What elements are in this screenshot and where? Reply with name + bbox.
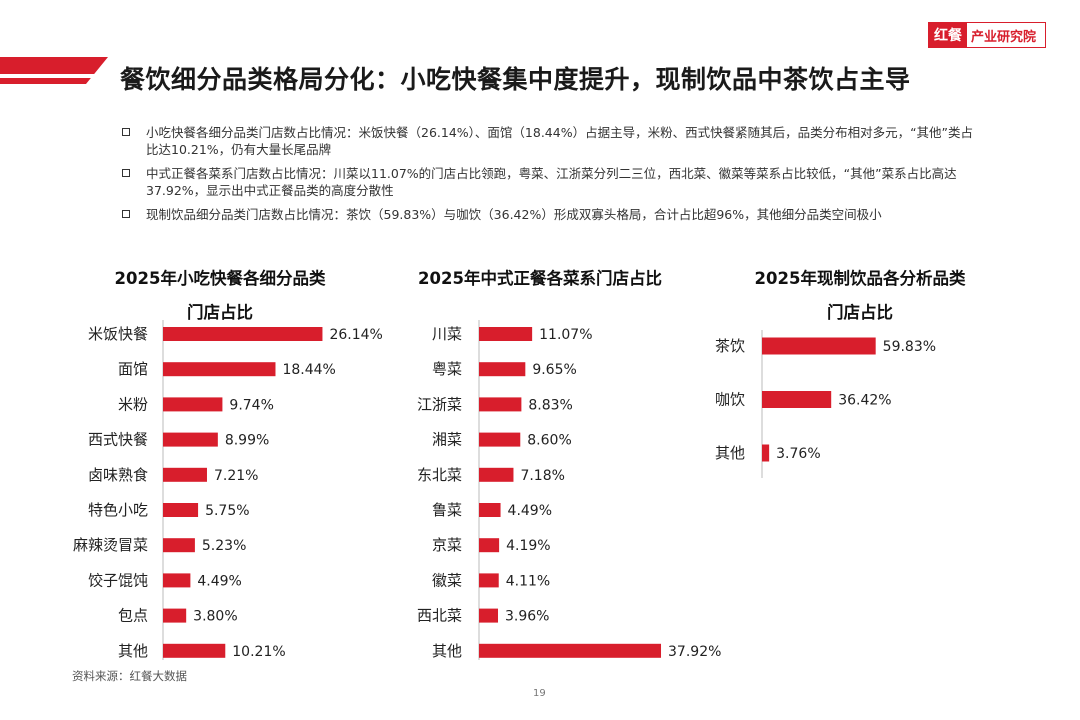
data-label: 5.75% <box>205 503 249 519</box>
page-number: 19 <box>533 688 546 699</box>
category-label: 粤菜 <box>432 360 462 378</box>
logo-mark: 红餐 <box>929 23 967 47</box>
bar <box>762 391 832 408</box>
category-label: 咖饮 <box>715 391 745 409</box>
bar <box>479 503 501 517</box>
bar <box>163 538 195 553</box>
category-label: 饺子馄饨 <box>88 571 148 589</box>
category-label: 徽菜 <box>432 571 462 589</box>
bar <box>163 397 223 412</box>
bar <box>479 397 522 412</box>
data-label: 11.07% <box>539 327 592 343</box>
bullet-item: 中式正餐各菜系门店数占比情况：川菜以11.07%的门店占比领跑，粤菜、江浙菜分列… <box>122 165 982 199</box>
category-label: 其他 <box>715 444 745 462</box>
data-label: 18.44% <box>282 362 335 378</box>
category-label: 其他 <box>118 642 148 660</box>
data-label: 9.74% <box>229 397 273 413</box>
header-accent-band <box>0 57 108 84</box>
data-label: 4.19% <box>506 538 550 554</box>
bar <box>163 327 323 341</box>
category-label: 特色小吃 <box>88 501 148 519</box>
data-label: 4.49% <box>508 503 552 519</box>
category-label: 鲁菜 <box>432 501 462 519</box>
data-label: 9.65% <box>532 362 576 378</box>
category-label: 西北菜 <box>417 607 462 625</box>
brand-logo: 红餐 产业研究院 <box>928 22 1046 48</box>
bar <box>163 467 207 482</box>
chart-title-line: 门店占比 <box>187 303 253 322</box>
data-label: 36.42% <box>838 393 891 409</box>
bullet-text: 小吃快餐各细分品类门店数占比情况：米饭快餐（26.14%）、面馆（18.44%）… <box>146 125 974 157</box>
category-label: 江浙菜 <box>417 395 462 413</box>
category-label: 麻辣烫冒菜 <box>73 536 148 554</box>
category-label: 西式快餐 <box>88 431 148 449</box>
bar <box>479 467 514 482</box>
bar <box>479 608 499 623</box>
square-bullet-icon <box>122 210 130 218</box>
bullet-text: 现制饮品细分品类门店数占比情况：茶饮（59.83%）与咖饮（36.42%）形成双… <box>146 207 882 222</box>
category-label: 京菜 <box>432 536 462 554</box>
summary-bullets: 小吃快餐各细分品类门店数占比情况：米饭快餐（26.14%）、面馆（18.44%）… <box>122 124 982 230</box>
chart-title-line: 2025年现制饮品各分析品类 <box>754 269 966 288</box>
bar <box>479 327 533 341</box>
bullet-text: 中式正餐各菜系门店数占比情况：川菜以11.07%的门店占比领跑，粤菜、江浙菜分列… <box>146 166 957 198</box>
category-label: 米饭快餐 <box>88 325 148 343</box>
data-label: 4.11% <box>506 573 550 589</box>
data-label: 59.83% <box>883 339 936 355</box>
data-label: 8.99% <box>225 433 269 449</box>
data-label: 3.76% <box>776 446 820 462</box>
chart-title-drinks: 2025年现制饮品各分析品类 门店占比 <box>725 264 995 328</box>
data-label: 3.96% <box>505 609 549 625</box>
bar <box>163 608 187 623</box>
data-label: 7.21% <box>214 468 258 484</box>
category-label: 湘菜 <box>432 431 462 449</box>
category-label: 茶饮 <box>715 337 745 355</box>
data-label: 5.23% <box>202 538 246 554</box>
data-label: 10.21% <box>232 644 285 660</box>
data-label: 26.14% <box>329 327 382 343</box>
bar <box>479 362 526 377</box>
category-label: 其他 <box>432 642 462 660</box>
chart-title-snack: 2025年小吃快餐各细分品类 门店占比 <box>80 264 360 328</box>
bar <box>762 337 876 355</box>
bar <box>479 432 521 447</box>
bullet-item: 现制饮品细分品类门店数占比情况：茶饮（59.83%）与咖饮（36.42%）形成双… <box>122 206 982 223</box>
category-label: 东北菜 <box>417 466 462 484</box>
page-title: 餐饮细分品类格局分化：小吃快餐集中度提升，现制饮品中茶饮占主导 <box>120 65 911 94</box>
chart-title-line: 2025年中式正餐各菜系门店占比 <box>418 269 662 288</box>
bar <box>163 573 191 588</box>
data-label: 4.49% <box>197 573 241 589</box>
chart-title-line: 2025年小吃快餐各细分品类 <box>114 269 326 288</box>
bar <box>479 643 662 658</box>
logo-text: 产业研究院 <box>971 29 1037 45</box>
category-label: 川菜 <box>432 325 462 343</box>
data-label: 7.18% <box>520 468 564 484</box>
data-label: 8.83% <box>528 397 572 413</box>
bullet-item: 小吃快餐各细分品类门店数占比情况：米饭快餐（26.14%）、面馆（18.44%）… <box>122 124 982 158</box>
data-label: 3.80% <box>193 609 237 625</box>
category-label: 面馆 <box>118 360 148 378</box>
data-label: 37.92% <box>668 644 721 660</box>
chart-title-line: 门店占比 <box>827 303 893 322</box>
square-bullet-icon <box>122 128 130 136</box>
square-bullet-icon <box>122 169 130 177</box>
bar <box>762 444 770 462</box>
bar <box>479 538 500 553</box>
chart-title-chinese: 2025年中式正餐各菜系门店占比 <box>395 264 685 294</box>
data-source: 资料来源：红餐大数据 <box>72 669 187 683</box>
category-label: 卤味熟食 <box>88 466 148 484</box>
bar <box>163 432 218 447</box>
data-label: 8.60% <box>527 433 571 449</box>
bar <box>479 573 499 588</box>
bar <box>163 362 276 377</box>
bar <box>163 503 199 517</box>
category-label: 包点 <box>118 607 148 625</box>
category-label: 米粉 <box>118 395 148 413</box>
bar <box>163 643 226 658</box>
